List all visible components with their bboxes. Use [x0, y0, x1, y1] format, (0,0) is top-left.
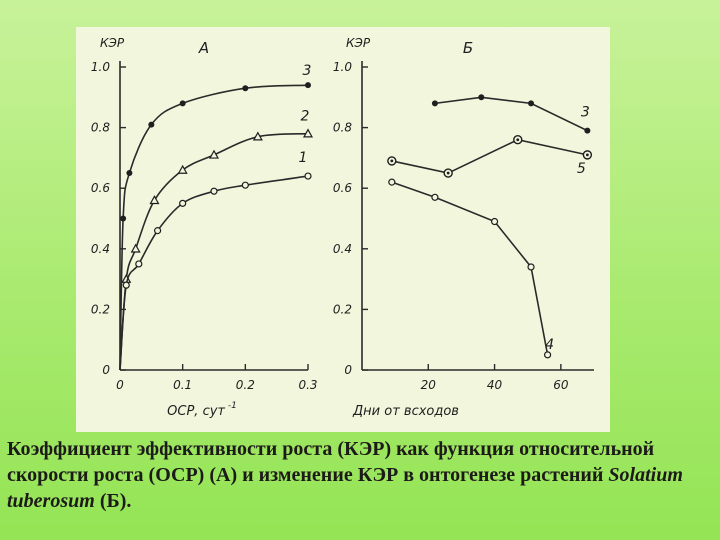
caption-species: Solatium tuberosum: [7, 464, 683, 512]
y-tick-label: 0.8: [91, 121, 110, 135]
x-tick-label: 40: [487, 378, 503, 392]
figure-caption: Коэффициент эффективности роста (КЭР) ка…: [7, 436, 715, 514]
data-point: [130, 243, 141, 253]
y-axis-label: КЭР: [100, 36, 125, 50]
growth-efficiency-chart: А КЭР 0 0.2 0.4 0.6 0.8 1.0 0 0.1 0.2 0.3 ОСР, сут -…: [91, 36, 594, 419]
x-tick-label: 0.1: [173, 378, 192, 392]
data-point: [122, 281, 130, 289]
series-3: 3: [119, 63, 312, 371]
series-label: 3: [581, 105, 590, 121]
series-label: 2: [301, 109, 310, 125]
series-line: [391, 181, 549, 355]
x-tick-label: 20: [421, 378, 437, 392]
data-point: [252, 131, 263, 141]
series-5: 5: [387, 135, 593, 178]
series-line: [391, 138, 588, 174]
data-point: [305, 82, 311, 89]
data-point: [179, 100, 186, 107]
data-point: [431, 193, 439, 201]
data-point: [544, 351, 552, 359]
data-point: [149, 195, 160, 205]
x-axis-label-superscript: -1: [225, 401, 237, 411]
data-point: [302, 128, 314, 138]
series-label: 5: [577, 161, 586, 177]
x-axis-label-text: Дни от всходов: [352, 404, 459, 419]
data-point: [304, 172, 312, 180]
caption-text-1: Коэффициент эффективности роста (КЭР) ка…: [7, 438, 655, 486]
panel-label: А: [198, 39, 209, 57]
x-axis-label: Дни от всходов: [352, 404, 459, 419]
data-point: [120, 215, 127, 222]
y-tick-label: 1.0: [91, 60, 110, 74]
series-1: 1: [119, 150, 312, 371]
data-point: [478, 94, 485, 101]
series-4: 4: [388, 178, 554, 359]
data-point: [388, 178, 396, 186]
data-point: [241, 181, 249, 189]
data-point: [527, 263, 535, 271]
data-point: [210, 187, 218, 195]
y-tick-label: 0.6: [333, 181, 352, 195]
series-line: [119, 132, 309, 371]
y-tick-label: 0.2: [333, 302, 352, 316]
data-point: [153, 227, 162, 235]
y-tick-label: 1.0: [333, 60, 352, 74]
series-2: 2: [119, 109, 314, 371]
data-point: [126, 170, 133, 177]
y-tick-label: 0: [102, 363, 110, 377]
data-point: [177, 164, 188, 174]
data-point-center: [585, 153, 589, 157]
panel-a: А КЭР 0 0.2 0.4 0.6 0.8 1.0 0 0.1 0.2 0.3 ОСР, сут -…: [91, 36, 318, 419]
data-point: [148, 121, 155, 128]
caption-text-2: (Б).: [94, 490, 132, 512]
x-tick-label: 0.3: [298, 378, 317, 392]
x-axis-label-text: ОСР, сут: [167, 404, 225, 419]
data-point: [179, 199, 187, 207]
series-line: [119, 175, 309, 371]
data-point-center: [516, 138, 520, 142]
data-point: [208, 149, 220, 159]
series-3: 3: [431, 94, 591, 134]
panel-label: Б: [463, 39, 473, 57]
y-tick-label: 0.6: [91, 181, 110, 195]
data-point: [431, 100, 438, 107]
series-label: 4: [545, 337, 554, 353]
x-tick-label: 0.2: [236, 378, 255, 392]
y-tick-label: 0.4: [91, 242, 110, 256]
x-tick-label: 0: [116, 378, 124, 392]
y-tick-label: 0.4: [333, 242, 352, 256]
data-point: [490, 217, 499, 226]
series-line: [119, 84, 309, 371]
data-point-center: [390, 159, 394, 163]
data-point: [242, 85, 249, 92]
x-tick-label: 60: [553, 378, 569, 392]
series-label: 3: [303, 63, 312, 79]
y-tick-label: 0.2: [91, 302, 110, 316]
panel-b: Б КЭР 0 0.2 0.4 0.6 0.8 1.0 20 40 60 Дни от всходов…: [333, 36, 594, 419]
figure-panel: А КЭР 0 0.2 0.4 0.6 0.8 1.0 0 0.1 0.2 0.3 ОСР, сут -…: [76, 27, 610, 432]
data-point-center: [446, 171, 450, 175]
data-point: [135, 260, 143, 268]
data-point: [528, 100, 535, 107]
series-line: [434, 96, 588, 132]
y-tick-label: 0: [344, 363, 352, 377]
y-axis-label: КЭР: [346, 36, 371, 50]
data-point: [584, 127, 591, 134]
y-tick-label: 0.8: [333, 121, 352, 135]
x-axis-label: ОСР, сут -1: [167, 401, 237, 419]
series-label: 1: [299, 150, 308, 166]
